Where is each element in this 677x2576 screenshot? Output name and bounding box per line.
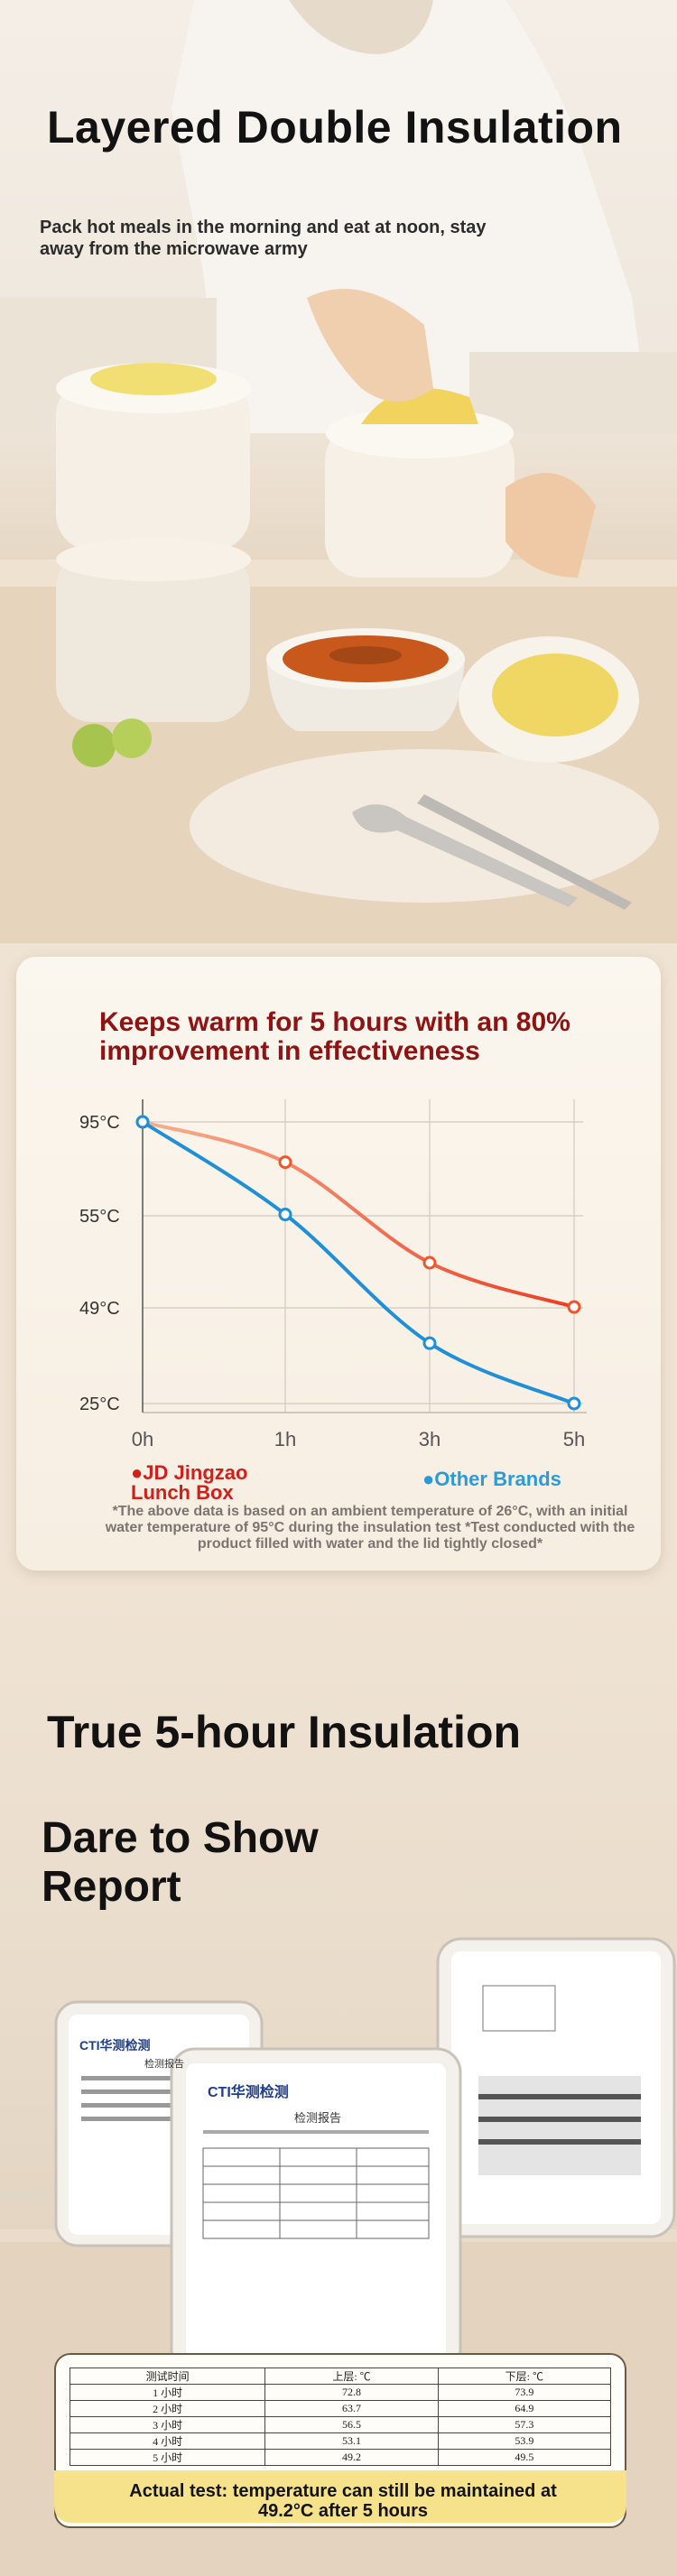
- table-cell: 1 小时: [69, 2384, 266, 2401]
- series-line-jd-jingzao: [141, 1120, 576, 1310]
- table-cell: 53.1: [264, 2432, 439, 2450]
- x-tick-label: 5h: [563, 1428, 585, 1450]
- hero-product-illustration: [0, 0, 677, 943]
- chart-title: Keeps warm for 5 hours with an 80% impro…: [99, 1007, 570, 1066]
- result-highlight-bar: [54, 2470, 626, 2523]
- header-lower-layer: 下层: ℃: [437, 2368, 612, 2385]
- legend-dot: ●: [131, 1461, 144, 1484]
- hero-subtitle: Pack hot meals in the morning and eat at…: [40, 218, 487, 259]
- table-cell: 49.2: [264, 2449, 439, 2466]
- report-doc-title-center: 检测报告: [294, 2111, 342, 2125]
- header-test-time: 测试时间: [69, 2368, 266, 2385]
- table-row: 5 小时 49.2 49.5: [69, 2449, 612, 2466]
- data-point-jd-jingzao: [422, 1256, 437, 1270]
- y-tick-label: 49°C: [79, 1299, 120, 1319]
- report-brand-logo-left: CTI华测检测: [79, 2038, 151, 2052]
- report-title: True 5-hour Insulation: [47, 1707, 522, 1757]
- chart-section: [0, 943, 677, 1598]
- table-cell: 57.3: [437, 2416, 612, 2433]
- table-cell: 49.5: [437, 2449, 612, 2466]
- temperature-line-chart: 95°C 55°C 49°C 25°C 0h 1h 3h 5h: [79, 1099, 587, 1450]
- table-cell: 64.9: [437, 2400, 612, 2417]
- legend-other-brands: ●Other Brands: [422, 1469, 567, 1489]
- table-row: 4 小时 53.1 53.9: [69, 2432, 612, 2450]
- report-doc-title-left: 检测报告: [144, 2059, 184, 2070]
- test-results-table: 测试时间 上层: ℃ 下层: ℃ 1 小时 72.8 73.9 2 小时 63.…: [69, 2368, 612, 2466]
- data-point-other-brands: [135, 1115, 150, 1129]
- data-point-jd-jingzao: [278, 1155, 292, 1170]
- table-cell: 63.7: [264, 2400, 439, 2417]
- table-row: 3 小时 56.5 57.3: [69, 2416, 612, 2433]
- table-cell: 73.9: [437, 2384, 612, 2401]
- legend-dot: ●: [422, 1468, 435, 1490]
- x-tick-label: 1h: [274, 1428, 296, 1450]
- legend-label-jd-jingzao: JD Jingzao Lunch Box: [131, 1461, 248, 1504]
- result-statement: Actual test: temperature can still be ma…: [129, 2481, 557, 2521]
- x-tick-label: 3h: [419, 1428, 441, 1450]
- table-cell: 4 小时: [69, 2432, 266, 2450]
- y-tick-label: 55°C: [79, 1207, 120, 1227]
- y-tick-label: 25°C: [79, 1395, 120, 1414]
- report-brand-logo-center: CTI华测检测: [208, 2085, 289, 2100]
- y-tick-label: 95°C: [79, 1113, 120, 1133]
- table-cell: 72.8: [264, 2384, 439, 2401]
- table-row: 1 小时 72.8 73.9: [69, 2384, 612, 2401]
- table-cell: 2 小时: [69, 2400, 266, 2417]
- test-conditions-footnote: *The above data is based on an ambient t…: [105, 1504, 635, 1552]
- table-cell: 3 小时: [69, 2416, 266, 2433]
- data-point-jd-jingzao: [567, 1300, 581, 1314]
- table-cell: 56.5: [264, 2416, 439, 2433]
- table-header-row: 测试时间 上层: ℃ 下层: ℃: [69, 2368, 612, 2385]
- header-upper-layer: 上层: ℃: [264, 2368, 439, 2385]
- legend-label-other-brands: Other Brands: [434, 1468, 561, 1490]
- data-point-other-brands: [278, 1208, 292, 1222]
- series-line-other-brands: [141, 1120, 576, 1405]
- table-row: 2 小时 63.7 64.9: [69, 2400, 612, 2417]
- x-tick-label: 0h: [132, 1428, 153, 1450]
- data-point-other-brands: [567, 1396, 581, 1411]
- hero-title: Layered Double Insulation: [47, 102, 623, 153]
- table-cell: 53.9: [437, 2432, 612, 2450]
- table-cell: 5 小时: [69, 2449, 266, 2466]
- legend-jd-jingzao: ●JD Jingzao Lunch Box: [131, 1463, 311, 1503]
- data-point-other-brands: [422, 1336, 437, 1350]
- report-subtitle: Dare to Show Report: [42, 1814, 319, 1911]
